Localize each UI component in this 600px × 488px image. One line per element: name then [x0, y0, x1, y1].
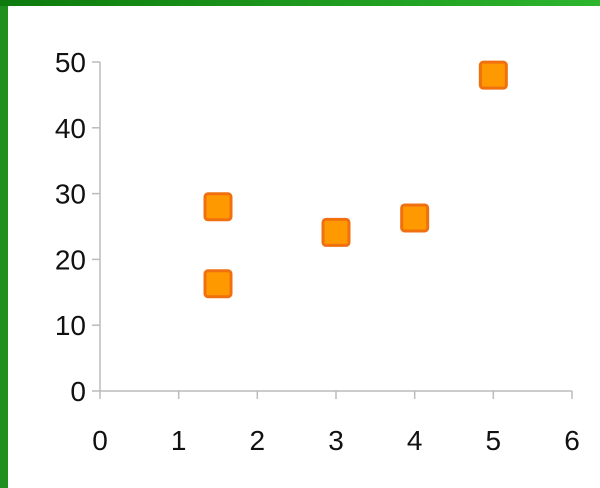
x-tick-label: 2 [250, 425, 266, 456]
data-point [203, 269, 233, 299]
data-point [321, 217, 351, 247]
y-tick-label: 20 [55, 244, 86, 275]
x-tick-label: 3 [328, 425, 344, 456]
x-axis: 0 1 2 3 4 5 6 [92, 390, 580, 456]
data-points [203, 60, 508, 299]
x-tick-label: 5 [486, 425, 502, 456]
x-tick-label: 0 [92, 425, 108, 456]
x-tick-label: 6 [564, 425, 580, 456]
y-tick-label: 40 [55, 113, 86, 144]
data-point [203, 192, 233, 222]
data-point [400, 203, 430, 233]
x-tick-label: 4 [407, 425, 423, 456]
x-tick-label: 1 [171, 425, 187, 456]
y-tick-label: 0 [70, 376, 86, 407]
y-tick-label: 50 [55, 47, 86, 78]
y-axis: 0 10 20 30 40 50 [55, 47, 101, 407]
y-tick-label: 30 [55, 179, 86, 210]
y-tick-label: 10 [55, 310, 86, 341]
data-point [478, 60, 508, 90]
